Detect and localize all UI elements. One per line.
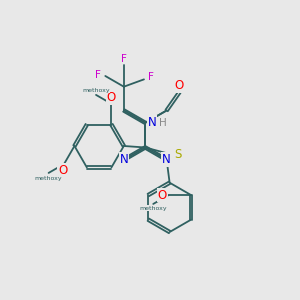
Text: O: O [58, 164, 67, 177]
Text: methoxy: methoxy [82, 88, 110, 93]
Text: S: S [174, 148, 182, 160]
Text: methoxy: methoxy [140, 206, 167, 211]
Text: N: N [119, 153, 128, 166]
Text: O: O [107, 92, 116, 104]
Text: O: O [175, 79, 184, 92]
Text: O: O [158, 188, 167, 202]
Text: F: F [148, 72, 154, 82]
Text: N: N [147, 116, 156, 129]
Text: F: F [95, 70, 101, 80]
Text: N: N [162, 153, 171, 166]
Text: methoxy: methoxy [35, 176, 62, 181]
Text: H: H [159, 118, 167, 128]
Text: F: F [121, 54, 127, 64]
